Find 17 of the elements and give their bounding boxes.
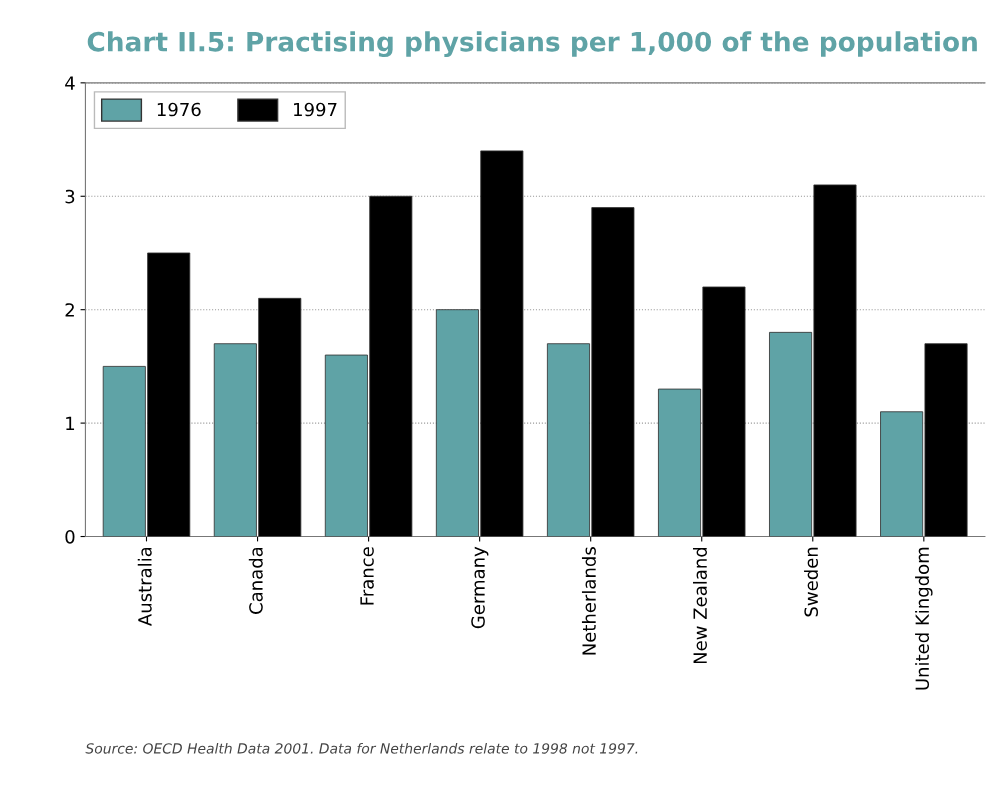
source-note: Source: OECD Health Data 2001. Data for Netherlands relate to 1998 not 1997. — [85, 742, 638, 754]
x-tick-label: Germany — [471, 546, 489, 629]
x-tick-label: Australia — [137, 547, 152, 626]
y-tick-label: 4 — [65, 76, 75, 90]
y-tick-label: 0 — [65, 529, 75, 544]
y-tick-label: 2 — [65, 303, 74, 317]
legend-label: 1976 — [157, 102, 201, 117]
x-tick-label: France — [360, 547, 374, 605]
y-tick-label: 1 — [66, 416, 75, 430]
x-tick-label: Sweden — [804, 547, 819, 617]
chart-title: Chart II.5: Practising physicians per 1,000 of the population — [87, 31, 977, 57]
x-tick-label: Netherlands — [581, 547, 596, 655]
x-tick-label: United Kingdom — [915, 547, 933, 690]
x-tick-label: Canada — [248, 547, 263, 614]
legend-label: 1997 — [294, 102, 337, 117]
y-tick-label: 3 — [65, 189, 75, 204]
x-tick-label: New Zealand — [692, 547, 707, 664]
